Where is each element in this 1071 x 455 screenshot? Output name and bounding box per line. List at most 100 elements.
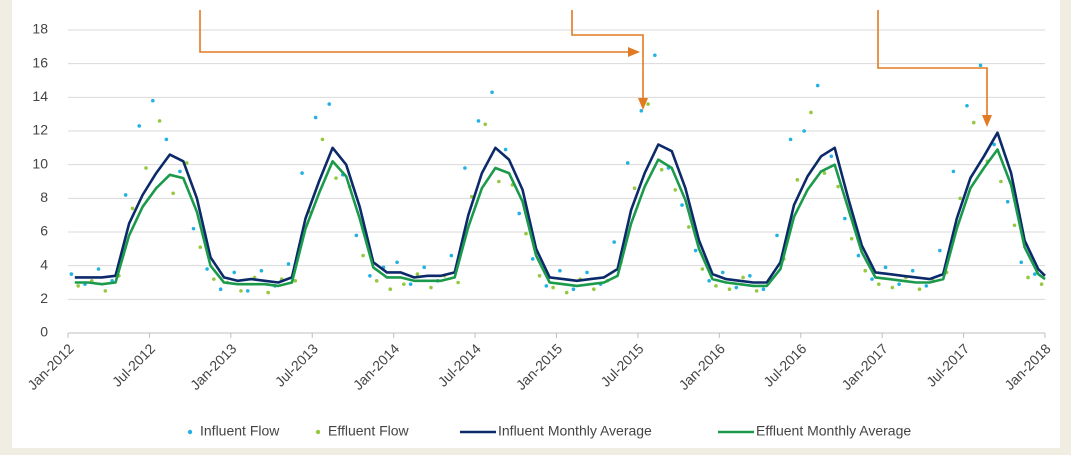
data-point: [890, 285, 895, 290]
y-tick-label: 0: [40, 324, 48, 340]
data-point: [910, 268, 915, 273]
data-point: [625, 161, 630, 165]
data-point: [809, 110, 813, 115]
data-point: [218, 287, 223, 292]
data-point: [592, 287, 596, 292]
data-point: [680, 203, 684, 207]
data-point: [924, 284, 929, 288]
y-tick-label: 18: [32, 21, 48, 37]
data-point: [300, 171, 304, 175]
data-point: [151, 98, 155, 103]
data-point: [456, 280, 460, 285]
data-point: [639, 109, 644, 113]
data-point: [727, 287, 732, 292]
data-point: [1005, 199, 1010, 204]
data-point: [659, 167, 664, 172]
data-point: [965, 103, 969, 108]
data-point: [544, 284, 549, 288]
data-point: [422, 265, 426, 270]
data-point: [558, 268, 562, 273]
data-point: [856, 253, 861, 258]
data-point: [286, 262, 291, 266]
data-point: [551, 285, 555, 290]
data-point: [313, 115, 318, 120]
data-point: [1039, 282, 1044, 286]
data-point: [714, 284, 718, 288]
y-tick-label: 14: [32, 88, 48, 104]
data-point: [999, 179, 1003, 184]
data-point: [415, 272, 420, 276]
data-point: [1033, 272, 1037, 276]
arrow: [199, 10, 630, 53]
data-point: [537, 273, 542, 278]
data-point: [585, 270, 589, 275]
data-point: [490, 90, 494, 95]
data-point: [802, 129, 806, 133]
data-point: [958, 196, 962, 201]
data-point: [971, 120, 976, 125]
data-point: [96, 267, 101, 271]
data-point: [157, 119, 162, 123]
data-point: [245, 289, 250, 293]
data-point: [463, 166, 467, 170]
data-point: [870, 277, 874, 281]
series-line: [74, 131, 1046, 284]
data-point: [951, 169, 956, 174]
data-point: [720, 270, 725, 275]
data-point: [863, 268, 868, 273]
data-point: [978, 63, 983, 68]
data-point: [402, 282, 406, 286]
y-tick-label: 2: [40, 290, 48, 306]
data-point: [754, 289, 759, 293]
data-point: [483, 122, 488, 127]
y-tick-label: 12: [32, 122, 48, 138]
data-point: [530, 257, 535, 261]
data-point: [191, 226, 196, 231]
data-point: [137, 124, 142, 128]
data-point: [646, 102, 650, 106]
data-point: [938, 248, 942, 253]
y-tick-label: 8: [40, 189, 48, 205]
data-point: [849, 236, 854, 241]
data-point: [123, 193, 128, 197]
data-point: [205, 267, 209, 271]
data-point: [178, 169, 182, 174]
data-point: [259, 268, 264, 273]
legend-label: Effluent Flow: [328, 423, 410, 439]
data-point: [184, 161, 189, 165]
data-point: [741, 275, 745, 280]
data-point: [815, 83, 820, 88]
data-point: [829, 154, 834, 159]
data-point: [388, 287, 393, 292]
legend-label: Influent Monthly Average: [498, 423, 652, 439]
arrow: [571, 10, 644, 100]
data-point: [144, 166, 148, 170]
data-point: [76, 284, 80, 288]
data-point: [266, 290, 270, 295]
data-point: [917, 287, 922, 292]
data-point: [524, 231, 528, 236]
data-point: [775, 233, 779, 238]
data-point: [103, 289, 108, 293]
data-point: [232, 270, 237, 275]
data-point: [1019, 260, 1024, 265]
data-point: [992, 142, 996, 147]
y-tick-label: 10: [32, 155, 48, 171]
data-point: [897, 282, 901, 286]
data-point: [327, 102, 332, 106]
legend-label: Influent Flow: [200, 423, 280, 439]
data-point: [836, 184, 840, 189]
data-point: [449, 253, 454, 258]
data-point: [212, 277, 216, 281]
arrow: [877, 10, 988, 117]
y-tick-label: 6: [40, 223, 48, 239]
data-point: [788, 137, 793, 142]
data-point: [1012, 223, 1017, 228]
data-point: [368, 273, 372, 278]
data-point: [361, 253, 365, 258]
arrow-head: [638, 98, 648, 110]
data-point: [171, 191, 175, 196]
data-point: [293, 279, 298, 283]
data-point: [748, 273, 752, 278]
